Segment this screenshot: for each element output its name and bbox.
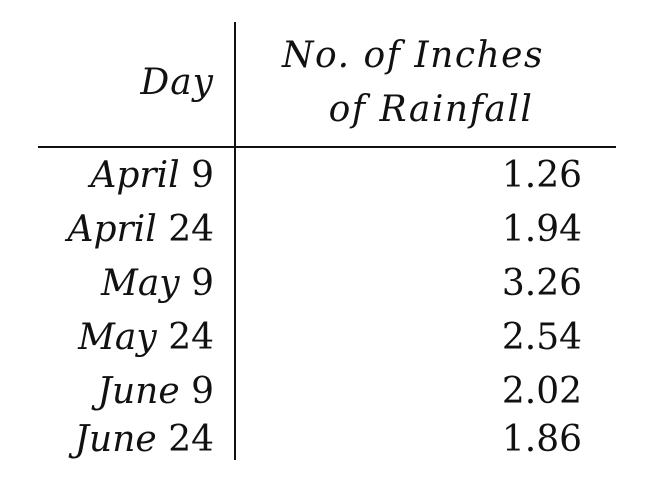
table-row-value: 1.94 bbox=[501, 209, 582, 250]
row-date: 24 bbox=[168, 209, 214, 250]
row-month: May bbox=[78, 317, 157, 358]
row-date: 9 bbox=[191, 155, 214, 196]
row-date: 24 bbox=[168, 317, 214, 358]
row-month: June bbox=[74, 419, 157, 460]
header-day: Day bbox=[140, 62, 214, 103]
row-month: April bbox=[90, 155, 180, 196]
header-rainfall-line1: No. of Inches bbox=[282, 35, 544, 76]
table-row-value: 1.26 bbox=[501, 155, 582, 196]
header-rainfall-line2: of Rainfall bbox=[328, 89, 534, 130]
row-month: June bbox=[97, 371, 180, 412]
table-row-value: 2.54 bbox=[501, 317, 582, 358]
row-date: 9 bbox=[191, 263, 214, 304]
table-row-value: 1.86 bbox=[501, 419, 582, 460]
row-date: 24 bbox=[168, 419, 214, 460]
table-row-day: June 9 bbox=[98, 374, 214, 410]
table-row-day: April 9 bbox=[90, 158, 214, 194]
column-divider bbox=[234, 22, 236, 460]
row-date: 9 bbox=[191, 371, 214, 412]
table-row-day: May 9 bbox=[101, 266, 214, 302]
table-row-day: May 24 bbox=[78, 320, 214, 356]
table-row-day: April 24 bbox=[67, 212, 214, 248]
table-row-value: 3.26 bbox=[501, 263, 582, 304]
table-row-day: June 24 bbox=[75, 422, 214, 458]
header-divider bbox=[38, 146, 616, 148]
table-row-value: 2.02 bbox=[501, 371, 582, 412]
row-month: April bbox=[67, 209, 157, 250]
row-month: May bbox=[100, 263, 180, 304]
